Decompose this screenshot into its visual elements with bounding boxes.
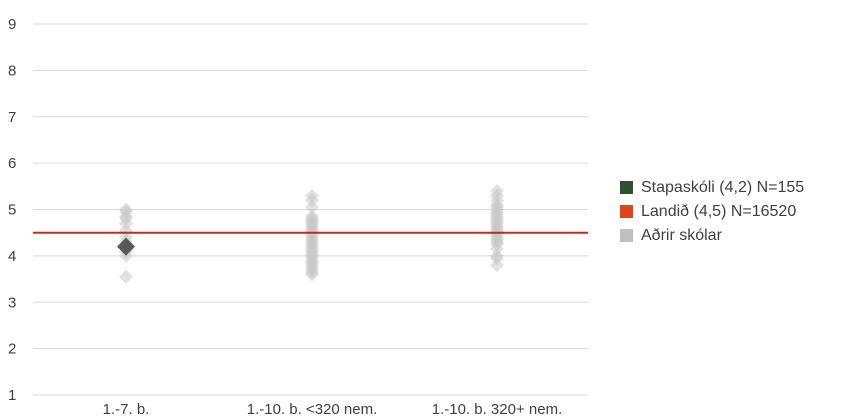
school-points — [117, 237, 135, 256]
y-tick-label: 3 — [8, 294, 16, 311]
y-tick-label: 4 — [8, 248, 16, 265]
legend-item-school: Stapaskóli (4,2) N=155 — [620, 176, 804, 199]
y-tick-label: 1 — [8, 387, 16, 404]
other-school-point — [119, 202, 133, 217]
legend-label-national: Landið (4,5) N=16520 — [641, 202, 797, 220]
y-tick-label: 6 — [8, 155, 16, 172]
x-tick-label: 1.-7. b. — [103, 401, 150, 418]
legend-swatch-school — [620, 181, 633, 194]
legend-swatch-national — [620, 205, 633, 218]
school-point — [117, 237, 135, 256]
legend-item-other-schools: Aðrir skólar — [620, 224, 804, 247]
legend: Stapaskóli (4,2) N=155 Landið (4,5) N=16… — [620, 176, 804, 248]
other-schools-points — [119, 183, 504, 284]
legend-label-school: Stapaskóli (4,2) N=155 — [641, 178, 805, 196]
y-tick-label: 5 — [8, 202, 16, 219]
y-axis-tick-labels: 1 2 3 4 5 6 7 8 9 — [8, 16, 16, 404]
other-school-point — [305, 188, 319, 203]
x-tick-label: 1.-10. b. 320+ nem. — [432, 401, 563, 418]
legend-swatch-other-schools — [620, 229, 633, 242]
x-tick-label: 1.-10. b. <320 nem. — [247, 401, 378, 418]
other-school-point — [490, 183, 504, 198]
legend-item-national: Landið (4,5) N=16520 — [620, 200, 804, 223]
other-school-point — [119, 269, 133, 284]
y-tick-label: 9 — [8, 16, 16, 33]
legend-label-other-schools: Aðrir skólar — [641, 226, 722, 244]
y-tick-label: 7 — [8, 109, 16, 126]
y-tick-label: 2 — [8, 341, 16, 358]
x-axis-tick-labels: 1.-7. b. 1.-10. b. <320 nem. 1.-10. b. 320… — [103, 401, 563, 418]
y-tick-label: 8 — [8, 62, 16, 79]
other-school-point — [305, 209, 319, 224]
